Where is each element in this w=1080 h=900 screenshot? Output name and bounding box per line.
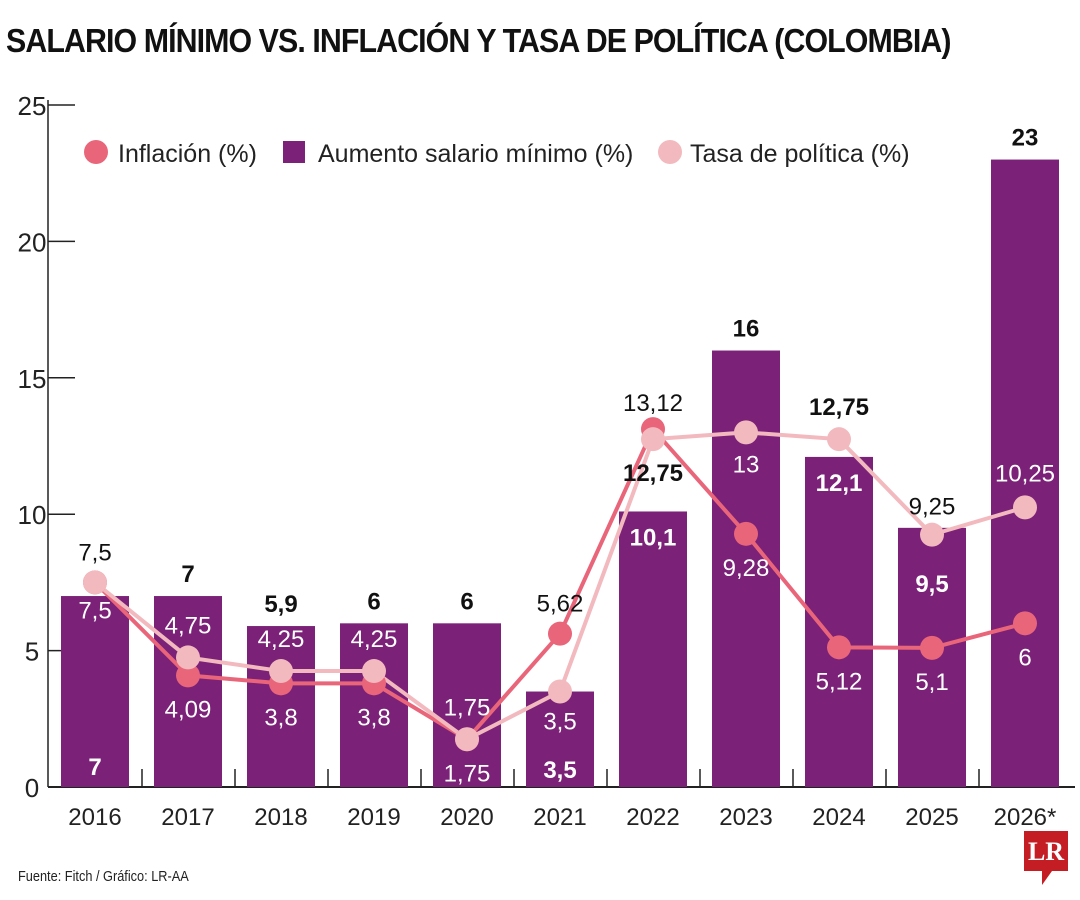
y-tick-label: 25 [18, 91, 47, 121]
tasa-value-label: 7,5 [78, 539, 111, 566]
chart-title: SALARIO MÍNIMO VS. INFLACIÓN Y TASA DE P… [6, 22, 952, 59]
tasa-value-label: 3,5 [543, 709, 576, 736]
inflacion-point [734, 521, 758, 546]
bar-salario [991, 159, 1059, 787]
legend-tasa-marker [658, 140, 682, 164]
bar-value-label: 5,9 [264, 591, 297, 618]
tasa-point [176, 645, 200, 670]
x-tick-label: 2022 [626, 804, 679, 831]
inflacion-point [920, 635, 944, 660]
tasa-point [734, 420, 758, 445]
x-tick-label: 2023 [719, 804, 772, 831]
x-tick-label: 2020 [440, 804, 493, 831]
bar-salario [526, 691, 594, 787]
tasa-point [362, 659, 386, 684]
x-tick-label: 2021 [533, 804, 586, 831]
x-tick-label: 2016 [68, 804, 121, 831]
tasa-value-label: 9,25 [909, 494, 956, 521]
bar-salario [433, 623, 501, 787]
tasa-value-label: 10,25 [995, 460, 1055, 487]
tasa-point [83, 570, 107, 595]
bar-value-label: 10,1 [630, 524, 677, 551]
legend-salario-marker [283, 141, 305, 163]
bar-value-label: 7 [88, 754, 101, 781]
lr-logo: LR [1024, 831, 1068, 885]
inflacion-point [176, 663, 200, 688]
bar-value-label: 6 [460, 588, 473, 615]
bar-value-label: 6 [367, 588, 380, 615]
tasa-point [269, 659, 293, 684]
tasa-value-label: 12,75 [623, 460, 683, 487]
x-tick-label: 2026* [994, 804, 1057, 831]
legend-inflacion: Inflación (%) [118, 140, 257, 168]
inflacion-value-label: 9,28 [723, 555, 770, 582]
legend-inflacion-marker [84, 140, 108, 164]
bar-salario [247, 626, 315, 787]
tasa-point [548, 679, 572, 704]
bar-salario [61, 596, 129, 787]
bar-value-label: 16 [733, 316, 760, 343]
y-tick-label: 0 [25, 773, 39, 803]
bar-value-label: 3,5 [543, 757, 576, 784]
bar-salario [619, 511, 687, 787]
bar-value-label: 9,5 [915, 571, 948, 598]
x-tick-label: 2017 [161, 804, 214, 831]
bar-salario [340, 623, 408, 787]
inflacion-point [548, 621, 572, 646]
legend-tasa: Tasa de política (%) [690, 140, 910, 168]
tasa-value-label: 12,75 [809, 394, 869, 421]
inflacion-value-label: 6 [1018, 644, 1031, 671]
inflacion-value-label: 1,75 [444, 760, 491, 787]
inflacion-value-label: 3,8 [357, 704, 390, 731]
inflacion-value-label: 7,5 [78, 597, 111, 624]
inflacion-value-label: 4,09 [165, 696, 212, 723]
x-tick-label: 2024 [812, 804, 865, 831]
inflacion-value-label: 13,12 [623, 390, 683, 417]
x-tick-label: 2025 [905, 804, 958, 831]
inflacion-point [1013, 611, 1037, 636]
x-tick-label: 2018 [254, 804, 307, 831]
tasa-value-label: 4,25 [351, 626, 398, 653]
y-tick-label: 20 [18, 227, 47, 257]
tasa-point [920, 522, 944, 547]
legend-salario: Aumento salario mínimo (%) [318, 140, 633, 168]
x-tick-label: 2019 [347, 804, 400, 831]
tasa-point [641, 427, 665, 452]
bar-value-label: 23 [1012, 125, 1039, 152]
inflacion-value-label: 5,12 [816, 668, 863, 695]
tasa-point [455, 727, 479, 752]
bar-salario [805, 456, 873, 787]
source-note: Fuente: Fitch / Gráfico: LR-AA [18, 868, 189, 885]
bar-value-label: 12,1 [816, 470, 863, 497]
tasa-point [827, 427, 851, 452]
y-tick-label: 5 [25, 637, 39, 667]
y-tick-label: 10 [18, 500, 47, 530]
bar-salario [154, 596, 222, 787]
inflacion-value-label: 3,8 [264, 704, 297, 731]
inflacion-value-label: 5,1 [915, 669, 948, 696]
inflacion-value-label: 5,62 [537, 591, 584, 618]
tasa-value-label: 1,75 [444, 694, 491, 721]
tasa-value-label: 4,25 [258, 626, 305, 653]
y-tick-label: 15 [18, 364, 47, 394]
tasa-point [1013, 495, 1037, 520]
bar-value-label: 7 [181, 561, 194, 588]
tasa-value-label: 13 [733, 451, 760, 478]
inflacion-point [827, 635, 851, 660]
tasa-value-label: 4,75 [165, 612, 212, 639]
